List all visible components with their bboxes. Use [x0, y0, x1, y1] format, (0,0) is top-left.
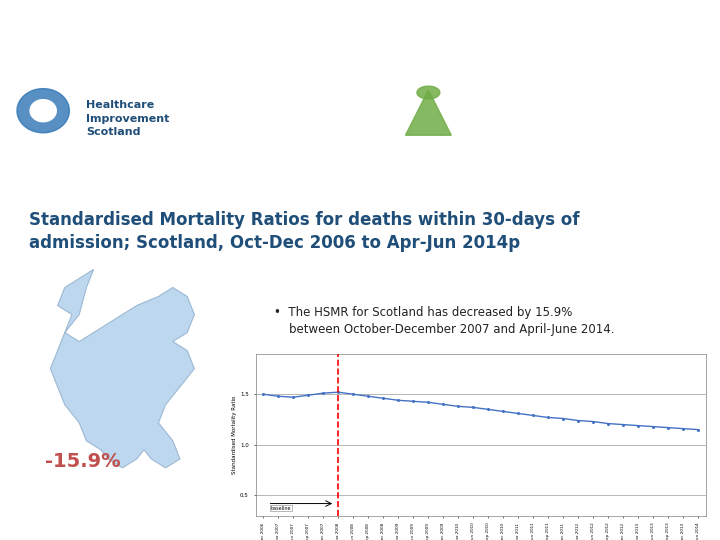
- Text: baseline: baseline: [271, 505, 291, 511]
- Polygon shape: [17, 89, 69, 133]
- Text: -15.9%: -15.9%: [45, 451, 121, 470]
- Text: The entire country of Scotland uses an early warning score and sepsis management: The entire country of Scotland uses an e…: [11, 28, 720, 60]
- Polygon shape: [417, 86, 440, 99]
- Polygon shape: [30, 100, 56, 122]
- Text: SCOTTISH
PATIENT
SAFETY
PROGRAMME: SCOTTISH PATIENT SAFETY PROGRAMME: [464, 90, 530, 132]
- Polygon shape: [50, 269, 194, 468]
- Text: Standardised Mortality Ratios for deaths within 30-days of
admission; Scotland, : Standardised Mortality Ratios for deaths…: [29, 211, 580, 252]
- Y-axis label: Standardised Mortality Ratio: Standardised Mortality Ratio: [232, 395, 237, 474]
- Text: •  The HSMR for Scotland has decreased by 15.9%
    between October-December 200: • The HSMR for Scotland has decreased by…: [274, 306, 614, 335]
- Polygon shape: [405, 90, 451, 135]
- Text: Healthcare
Improvement
Scotland: Healthcare Improvement Scotland: [86, 100, 170, 137]
